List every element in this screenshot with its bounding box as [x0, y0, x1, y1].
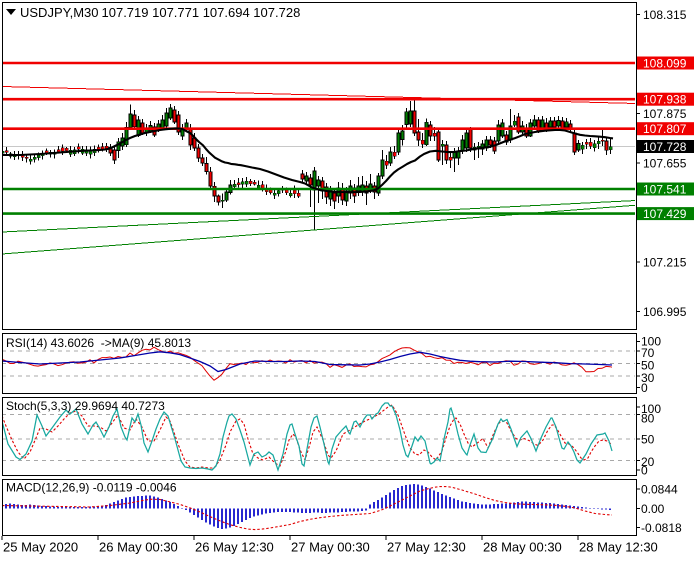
svg-text:100: 100	[641, 335, 661, 349]
svg-text:108.315: 108.315	[643, 8, 687, 22]
svg-text:0: 0	[641, 381, 648, 395]
svg-text:108.099: 108.099	[643, 57, 687, 71]
svg-text:107.728: 107.728	[643, 140, 687, 154]
svg-text:50: 50	[641, 433, 655, 447]
svg-text:27 May 00:30: 27 May 00:30	[291, 540, 370, 555]
svg-text:Stoch(5,3,3) 29.9694 40.7273: Stoch(5,3,3) 29.9694 40.7273	[6, 399, 165, 413]
svg-text:107.429: 107.429	[643, 207, 687, 221]
svg-text:20: 20	[641, 455, 655, 469]
svg-text:-0.0818: -0.0818	[641, 521, 682, 535]
svg-text:USDJPY,M30: USDJPY,M30	[20, 5, 99, 20]
svg-text:26 May 00:30: 26 May 00:30	[99, 540, 178, 555]
svg-text:0: 0	[641, 463, 648, 477]
svg-text:28 May 00:30: 28 May 00:30	[483, 540, 562, 555]
svg-text:MACD(12,26,9) -0.0119 -0.0046: MACD(12,26,9) -0.0119 -0.0046	[6, 481, 177, 495]
svg-text:107.541: 107.541	[643, 183, 687, 197]
svg-text:50: 50	[641, 358, 655, 372]
svg-text:30: 30	[641, 371, 655, 385]
svg-text:0.0844: 0.0844	[641, 483, 678, 497]
svg-text:28 May 12:30: 28 May 12:30	[579, 540, 658, 555]
svg-text:107.719 107.771 107.694 107.72: 107.719 107.771 107.694 107.728	[102, 5, 301, 20]
svg-text:106.995: 106.995	[643, 305, 687, 319]
svg-text:107.807: 107.807	[643, 122, 687, 136]
svg-text:27 May 12:30: 27 May 12:30	[387, 540, 466, 555]
svg-text:25 May 2020: 25 May 2020	[3, 540, 78, 555]
svg-text:107.655: 107.655	[643, 156, 687, 170]
svg-text:107.215: 107.215	[643, 256, 687, 270]
svg-text:107.938: 107.938	[643, 93, 687, 107]
svg-text:107.875: 107.875	[643, 107, 687, 121]
svg-text:26 May 12:30: 26 May 12:30	[195, 540, 274, 555]
svg-text:80: 80	[641, 411, 655, 425]
svg-text:70: 70	[641, 346, 655, 360]
svg-text:100: 100	[641, 402, 661, 416]
svg-text:RSI(14) 43.6026 ->MA(9) 45.80: RSI(14) 43.6026 ->MA(9) 45.8013	[6, 336, 191, 350]
svg-text:0.00: 0.00	[641, 502, 665, 516]
